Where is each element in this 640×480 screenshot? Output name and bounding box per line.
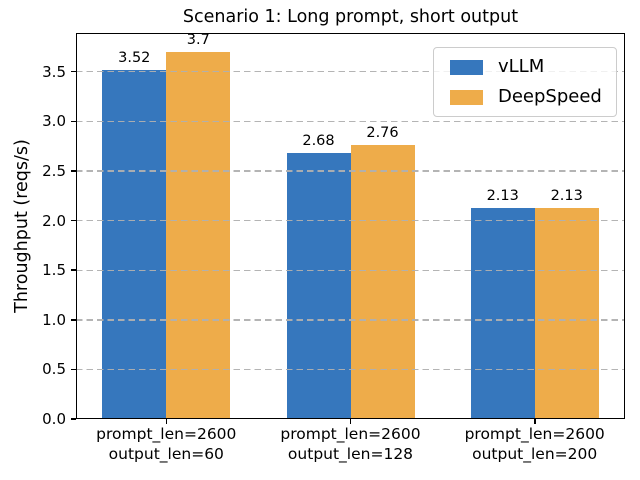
legend-label-deepspeed: DeepSpeed bbox=[498, 86, 602, 107]
legend-swatch-deepspeed bbox=[450, 89, 483, 105]
bar-vllm-2 bbox=[470, 207, 535, 419]
bar-value-label: 2.13 bbox=[550, 187, 583, 204]
x-tick bbox=[349, 419, 352, 424]
bar-value-label: 2.13 bbox=[486, 187, 519, 204]
bar-deepspeed-1 bbox=[350, 145, 415, 419]
gridline bbox=[76, 170, 625, 172]
x-tick-label: prompt_len=2600 output_len=128 bbox=[280, 425, 421, 463]
y-tick-label: 3.5 bbox=[42, 62, 66, 81]
y-tick bbox=[71, 70, 76, 73]
gridline bbox=[76, 120, 625, 122]
chart-title: Scenario 1: Long prompt, short output bbox=[182, 7, 519, 27]
y-tick-label: 1.0 bbox=[42, 310, 66, 329]
y-tick bbox=[71, 418, 76, 420]
y-tick bbox=[71, 170, 76, 172]
legend-item-vllm: vLLM bbox=[450, 56, 602, 78]
x-tick bbox=[165, 419, 167, 424]
x-tick-label: prompt_len=2600 output_len=60 bbox=[96, 425, 237, 463]
bar-vllm-0 bbox=[102, 69, 167, 419]
y-tick bbox=[71, 368, 76, 371]
y-tick bbox=[71, 319, 76, 321]
y-tick-label: 2.5 bbox=[42, 161, 66, 180]
bar-deepspeed-0 bbox=[166, 51, 231, 419]
y-tick bbox=[71, 269, 76, 271]
bar-value-label: 2.68 bbox=[302, 133, 335, 150]
bar-vllm-1 bbox=[286, 153, 351, 419]
legend-swatch-vllm bbox=[450, 59, 483, 75]
gridline bbox=[76, 319, 625, 321]
plot-area: 3.52 3.7 2.68 2.76 2.13 2.13 bbox=[76, 31, 625, 419]
y-tick-label: 0.0 bbox=[42, 410, 66, 428]
gridline bbox=[76, 269, 625, 271]
y-tick-label: 2.0 bbox=[42, 211, 66, 230]
gridline bbox=[76, 368, 625, 371]
gridline bbox=[76, 71, 625, 73]
bar-value-label: 3.7 bbox=[186, 31, 210, 48]
y-tick-label: 1.5 bbox=[42, 261, 66, 280]
y-tick-label: 0.5 bbox=[42, 360, 66, 379]
bar-value-label: 3.52 bbox=[118, 49, 151, 66]
gridline bbox=[76, 219, 625, 222]
legend-item-deepspeed: DeepSpeed bbox=[450, 86, 602, 108]
y-tick bbox=[71, 219, 76, 222]
legend-label-vllm: vLLM bbox=[498, 56, 545, 77]
x-tick bbox=[534, 419, 536, 424]
y-tick-label: 3.0 bbox=[42, 112, 66, 131]
y-tick bbox=[71, 120, 76, 123]
bar-value-label: 2.76 bbox=[366, 125, 399, 142]
legend: vLLM DeepSpeed bbox=[433, 47, 617, 117]
bar-deepspeed-2 bbox=[534, 207, 599, 419]
x-tick-label: prompt_len=2600 output_len=200 bbox=[464, 425, 605, 463]
